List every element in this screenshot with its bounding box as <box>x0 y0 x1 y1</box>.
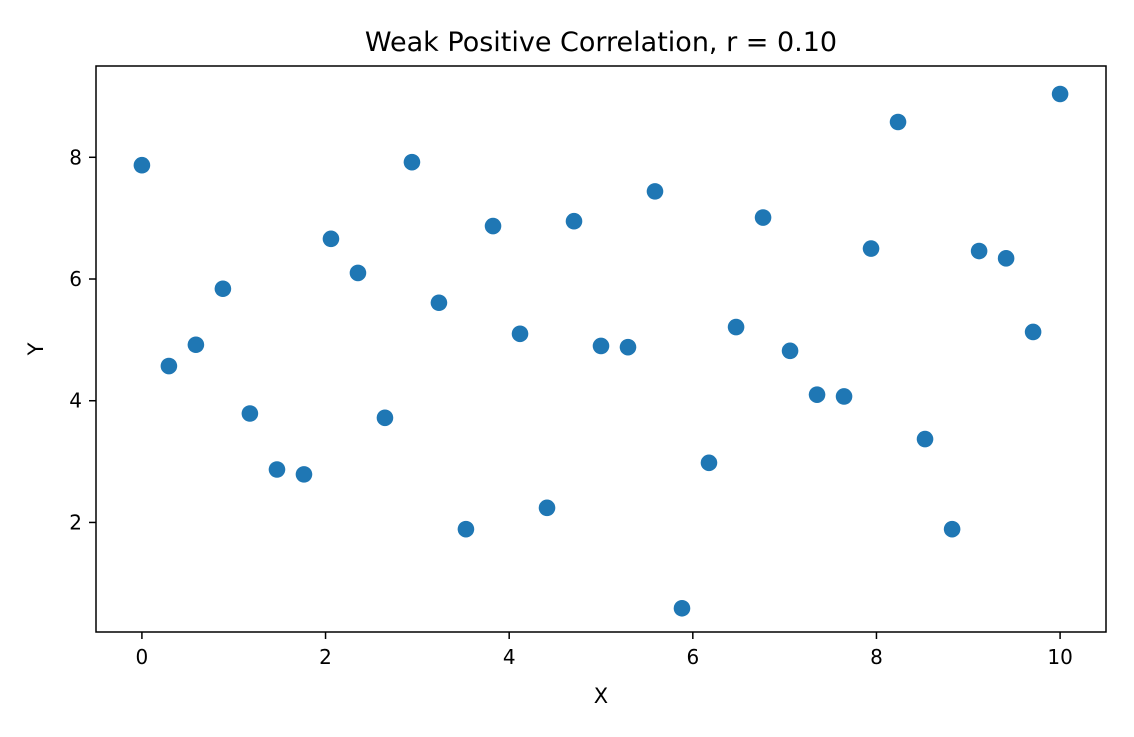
data-point <box>862 240 880 257</box>
x-tick-label: 6 <box>686 645 699 669</box>
data-points <box>133 85 1069 617</box>
x-tick-label: 4 <box>503 645 516 669</box>
data-point <box>349 264 367 282</box>
y-axis-label: Y <box>24 342 48 356</box>
data-point <box>1024 323 1042 341</box>
data-point <box>295 466 313 483</box>
data-point <box>943 520 961 538</box>
data-point <box>646 183 664 200</box>
x-axis-ticks: 0 2 4 6 8 10 <box>136 632 1073 669</box>
data-point <box>700 454 718 472</box>
data-point <box>781 342 799 360</box>
x-tick-label: 2 <box>319 645 332 669</box>
data-point <box>268 461 286 478</box>
x-tick-label: 8 <box>870 645 883 669</box>
data-point <box>727 318 745 336</box>
data-point <box>322 230 340 248</box>
data-point <box>592 337 610 355</box>
data-point <box>1051 85 1069 103</box>
chart-title: Weak Positive Correlation, r = 0.10 <box>365 27 837 58</box>
data-point <box>376 409 394 427</box>
plot-frame <box>95 65 1107 633</box>
y-tick-label: 4 <box>69 389 82 413</box>
data-point <box>430 294 448 312</box>
data-point <box>889 113 907 131</box>
y-tick-label: 2 <box>69 510 82 534</box>
data-point <box>484 217 502 235</box>
data-point <box>997 250 1015 267</box>
x-tick-label: 10 <box>1047 645 1072 669</box>
data-point <box>511 325 529 343</box>
data-point <box>754 209 772 226</box>
data-point <box>808 386 826 403</box>
x-axis-label: X <box>594 684 608 708</box>
data-point <box>187 336 205 354</box>
data-point <box>619 338 637 356</box>
x-tick-label: 0 <box>136 645 149 669</box>
data-point <box>160 357 178 375</box>
data-point <box>241 405 259 422</box>
data-point <box>538 499 556 517</box>
data-point <box>916 430 934 448</box>
data-point <box>835 388 853 405</box>
data-point <box>565 212 583 230</box>
y-tick-label: 6 <box>69 267 82 291</box>
data-point <box>214 280 232 298</box>
y-tick-label: 8 <box>69 145 82 169</box>
data-point <box>457 520 475 538</box>
data-point <box>403 153 421 171</box>
data-point <box>133 156 151 174</box>
data-point <box>970 242 988 260</box>
y-axis-ticks: 2 4 6 8 <box>69 145 96 534</box>
data-point <box>673 599 691 617</box>
